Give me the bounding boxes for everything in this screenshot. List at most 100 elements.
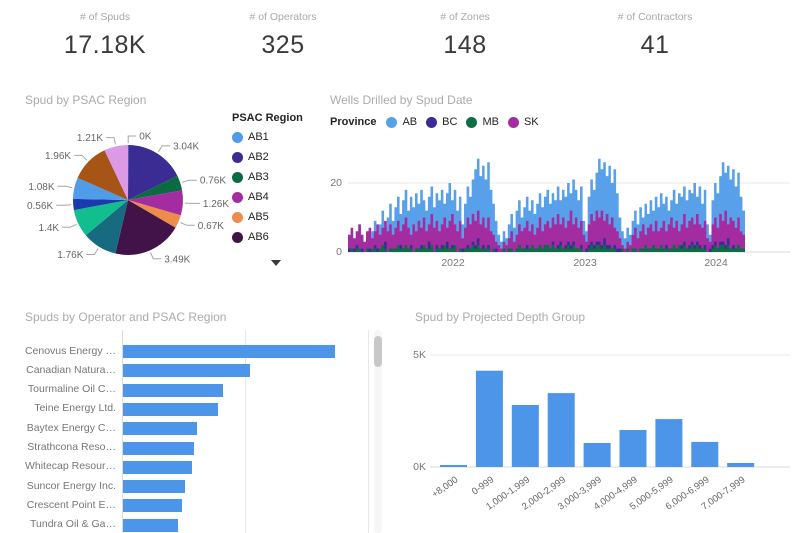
pie-label-leader-line <box>56 204 72 206</box>
x-axis-tick-label: 2023 <box>573 257 597 269</box>
pie-data-label: 1.26K <box>203 199 229 210</box>
pie-data-label: 1.08K <box>28 182 54 193</box>
legend-item-BC[interactable]: BC <box>426 116 457 128</box>
category-label: Cenovus Energy … <box>24 344 116 357</box>
pie-slice[interactable] <box>72 198 128 211</box>
x-axis-tick-label: 0-999 <box>470 474 496 497</box>
wells-card: Wells Drilled by Spud Date Province AB BC… <box>318 88 800 295</box>
area-series-MB[interactable] <box>348 245 745 252</box>
kpi-value: 41 <box>640 31 670 59</box>
legend-label: MB <box>482 116 499 128</box>
kpi-label: # of Spuds <box>79 11 131 23</box>
scrollbar-thumb[interactable] <box>374 336 382 367</box>
legend-label: AB2 <box>248 151 269 163</box>
pie-label-leader-line <box>74 154 88 161</box>
bar-4-000-4-999[interactable] <box>619 430 647 467</box>
pie-slice[interactable] <box>104 145 129 200</box>
bar-2-000-2-999[interactable] <box>547 393 575 467</box>
gridline <box>245 330 246 533</box>
bar-cenovus-energy-[interactable] <box>123 345 335 358</box>
pie-legend-title: PSAC Region <box>232 112 303 124</box>
pie-data-label: 0K <box>139 132 152 143</box>
kpi-label: # of Contractors <box>617 11 693 23</box>
pie-legend-items: AB1 AB2 AB3 AB4 AB5 AB6 <box>232 131 312 243</box>
bar-whitecap-resour-[interactable] <box>123 460 192 474</box>
category-label: Whitecap Resour… <box>24 460 116 473</box>
pie-slice[interactable] <box>73 177 128 200</box>
y-axis-tick-label: 0K <box>413 461 426 473</box>
legend-dot-icon <box>426 116 438 128</box>
pie-slice[interactable] <box>128 190 183 216</box>
legend-item-AB5[interactable]: AB5 <box>232 211 312 223</box>
pie-data-label: 0.76K <box>200 176 226 187</box>
pie-label-leader-line <box>86 248 99 255</box>
bar-baytex-energy-c-[interactable] <box>123 422 197 436</box>
pie-data-label: 1.76K <box>57 250 83 261</box>
pie-slice[interactable] <box>77 150 128 200</box>
legend-item-AB2[interactable]: AB2 <box>232 151 312 163</box>
bar-5-000-5-999[interactable] <box>655 419 683 467</box>
area-series-SK[interactable] <box>348 210 745 252</box>
category-label: Suncor Energy Inc. <box>26 479 116 492</box>
category-label: Tundra Oil & Ga… <box>30 518 116 531</box>
kpi-card-1: # of Spuds 17.18K <box>15 11 195 60</box>
bar--8-000[interactable] <box>440 465 467 467</box>
wells-legend-title: Province <box>330 116 377 128</box>
legend-label: SK <box>523 116 539 128</box>
legend-item-AB[interactable]: AB <box>386 116 417 128</box>
bar-0-999[interactable] <box>475 370 503 467</box>
bar-7-000-7-999[interactable] <box>727 463 755 467</box>
bar-teine-energy-ltd-[interactable] <box>123 402 218 416</box>
pie-label-leader-line <box>106 137 116 145</box>
legend-dot-icon <box>466 116 478 128</box>
wells-legend: Province AB BC MB SK <box>330 116 548 128</box>
kpi-card-3: # of Zones 148 <box>375 11 555 60</box>
legend-dot-icon <box>232 231 243 243</box>
pie-slice[interactable] <box>115 200 176 255</box>
legend-item-SK[interactable]: SK <box>507 116 539 128</box>
pie-label-leader-line <box>127 135 137 143</box>
kpi-label: # of Operators <box>249 11 317 23</box>
bar-1-000-1-999[interactable] <box>511 405 539 467</box>
legend-item-AB4[interactable]: AB4 <box>232 191 312 203</box>
bar-canadian-natura-[interactable] <box>123 364 250 378</box>
legend-item-AB1[interactable]: AB1 <box>232 131 312 143</box>
wells-card-title: Wells Drilled by Spud Date <box>330 93 473 107</box>
operators-card-title: Spuds by Operator and PSAC Region <box>25 310 227 324</box>
bar-strathcona-reso-[interactable] <box>123 441 194 455</box>
legend-dot-icon <box>507 116 519 128</box>
pie-slice[interactable] <box>85 200 128 254</box>
pie-card: Spud by PSAC Region 0K 3.04K 0.76K 1.26K 0.6… <box>8 88 315 295</box>
legend-item-AB6[interactable]: AB6 <box>232 231 312 243</box>
category-label: Canadian Natura… <box>26 363 116 376</box>
legend-label: BC <box>442 116 458 128</box>
pie-label-leader-line <box>57 185 73 189</box>
pie-slice[interactable] <box>128 145 178 200</box>
bar-suncor-energy-inc-[interactable] <box>123 480 185 494</box>
wells-area-chart: 0 20 2022 2023 2024 <box>330 158 790 269</box>
y-axis-line <box>122 330 123 533</box>
bar-6-000-6-999[interactable] <box>691 441 719 467</box>
bar-3-000-3-999[interactable] <box>583 443 611 467</box>
legend-dot-icon <box>232 211 243 223</box>
legend-scroll-down-icon[interactable] <box>271 260 281 266</box>
pie-slice[interactable] <box>73 200 128 236</box>
legend-label: AB6 <box>248 231 269 243</box>
scrollbar-track[interactable] <box>374 330 382 533</box>
legend-dot-icon <box>232 191 243 203</box>
y-axis-tick-label: 20 <box>330 177 342 189</box>
legend-item-MB[interactable]: MB <box>466 116 499 128</box>
kpi-value: 17.18K <box>63 31 147 59</box>
pie-slice[interactable] <box>128 200 181 228</box>
legend-label: AB5 <box>248 211 269 223</box>
legend-item-AB3[interactable]: AB3 <box>232 171 312 183</box>
x-axis-tick-label: 2024 <box>704 257 728 269</box>
bar-tourmaline-oil-c-[interactable] <box>123 383 223 397</box>
bar-tundra-oil-ga-[interactable] <box>123 518 178 532</box>
wells-legend-items: AB BC MB SK <box>386 116 547 128</box>
x-axis-tick-label: 2022 <box>441 257 465 269</box>
depth-card: Spud by Projected Depth Group 0K 5K +8,000… <box>400 300 800 533</box>
pie-slice[interactable] <box>128 175 183 200</box>
bar-crescent-point-e-[interactable] <box>123 499 182 513</box>
